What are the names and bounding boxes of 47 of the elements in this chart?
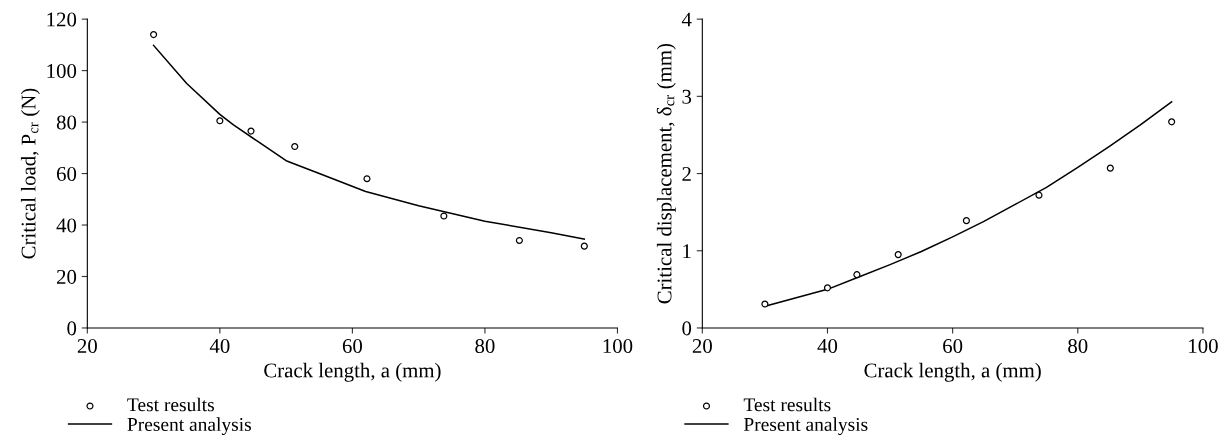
point: [1035, 191, 1043, 199]
point: [440, 212, 448, 220]
x-axis-title: Crack length, a (mm): [264, 362, 441, 382]
point: [1168, 118, 1176, 126]
x-tick-label: 20: [692, 338, 712, 354]
x-tick-label: 20: [77, 338, 97, 354]
legend-label: Present analysis: [743, 417, 868, 436]
x-tick-label: 60: [342, 338, 363, 354]
point: [216, 117, 224, 125]
y-axis-title: Critical load, P$_{cr}$ (N): [20, 88, 40, 259]
point: [853, 271, 861, 279]
x-tick-label: 40: [209, 338, 230, 354]
point: [580, 242, 588, 250]
x-tick-label: 40: [817, 338, 838, 354]
x-tick-label: 100: [1189, 338, 1218, 354]
x-tick-label: 60: [943, 338, 963, 354]
legend-label: Test results: [743, 397, 831, 412]
y-tick-label: 80: [56, 115, 77, 130]
point: [515, 236, 523, 245]
x-axis-title: Crack length, a (mm): [864, 362, 1041, 382]
point: [247, 127, 255, 135]
y-tick-label: 20: [56, 269, 77, 284]
y-tick-label: 0: [682, 321, 692, 336]
point: [894, 251, 902, 259]
y-tick-label: 0: [67, 321, 77, 336]
y-tick-label: 120: [47, 12, 77, 27]
y-tick-label: 60: [56, 166, 77, 181]
y-tick-label: 4: [681, 12, 692, 27]
y-tick-label: 100: [47, 63, 77, 79]
point: [823, 284, 832, 292]
legend-label: Test results: [127, 397, 214, 412]
point: [363, 175, 371, 183]
point: [962, 217, 970, 225]
x-tick-label: 80: [475, 338, 495, 354]
y-tick-label: 2: [682, 166, 691, 181]
y-axis-title: Critical displacement, δ$_{cr}$ (mm): [656, 43, 676, 304]
y-tick-label: 40: [56, 218, 77, 233]
point: [761, 300, 769, 308]
line-series: [152, 44, 586, 240]
y-tick-label: 3: [682, 89, 692, 104]
point: [150, 31, 158, 39]
x-tick-label: 100: [603, 338, 633, 354]
point: [291, 142, 299, 151]
legend-label: Present analysis: [127, 417, 251, 436]
x-tick-label: 80: [1068, 338, 1088, 354]
y-tick-label: 1: [683, 244, 691, 258]
point: [1106, 164, 1114, 172]
